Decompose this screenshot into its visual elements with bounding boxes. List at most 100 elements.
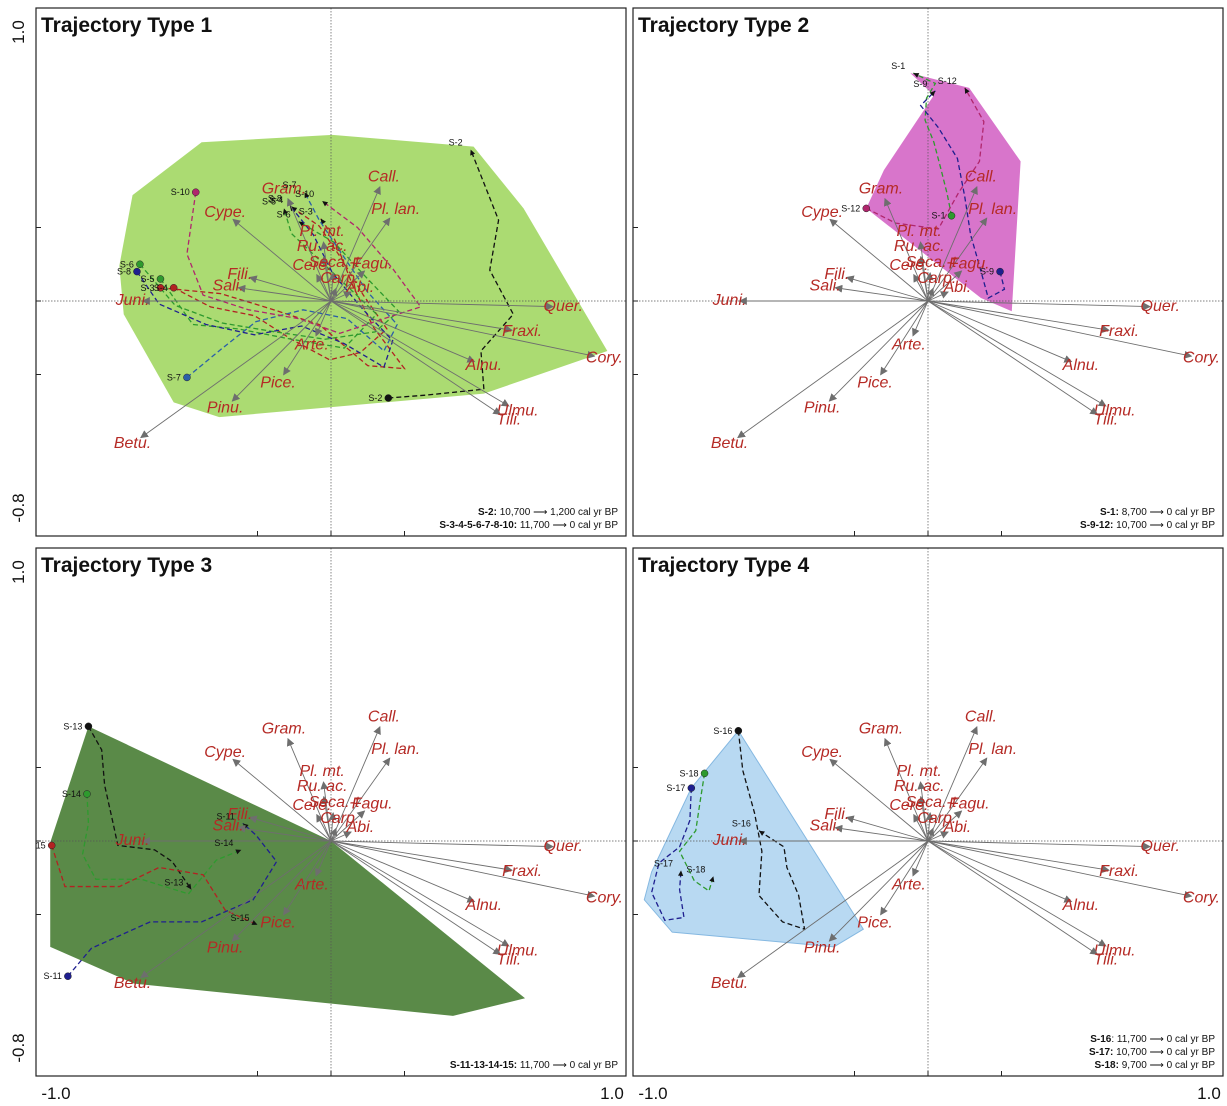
site-label-s-18: S-18 — [680, 768, 699, 778]
trajectory-hull — [643, 729, 865, 948]
panel-1: Gram. Call. Cype. Pl. lan. Pl. mt.Ru. ac.Sec… — [35, 7, 627, 537]
panel-3: Gram. Call. Cype. Pl. lan. Pl. mt.Ru. ac.Sec… — [35, 547, 627, 1077]
trajectory-s-16 — [737, 730, 806, 931]
variable-label-gram: Gram. — [262, 180, 306, 197]
variable-arrow-gram — [883, 197, 929, 302]
trajectory-end-arrow — [282, 208, 288, 215]
variable-label-fagu: Fagu. — [949, 795, 990, 812]
site-point-s-6 — [136, 260, 144, 268]
variable-label-quer: Quer. — [544, 838, 583, 855]
site-point-s-13 — [84, 722, 93, 731]
variable-label-abi: Abi. — [346, 819, 375, 836]
variable-label-seca-t: Seca.-t — [309, 254, 360, 271]
variable-arrow-cere — [316, 813, 332, 842]
variable-label-fili: Fili. — [824, 266, 849, 283]
variable-label-cype: Cype. — [801, 744, 843, 761]
variable-label-cype: Cype. — [204, 744, 246, 761]
variable-arrow-fili — [845, 815, 929, 842]
variable-label-call: Call. — [965, 709, 997, 726]
variable-label-cory: Cory. — [586, 350, 623, 367]
axis-tick-label: 1.0 — [9, 560, 28, 584]
site-point-s-4 — [169, 284, 178, 292]
trajectory-s-17 — [650, 788, 692, 922]
variable-label-arte: Arte. — [294, 336, 329, 353]
legend-note-range: 11,700 ⟶ 0 cal yr BP — [517, 520, 618, 531]
variable-arrow-fili — [248, 275, 332, 302]
variable-label-alnu: Alnu. — [465, 897, 502, 914]
site-label-s-9: S-9 — [980, 267, 994, 277]
variable-label-pl-mt: Pl. mt. — [897, 223, 942, 240]
site-point-s-1 — [947, 211, 956, 220]
panel-title: Trajectory Type 1 — [41, 14, 213, 37]
site-end-label-s-18: S-18 — [686, 864, 705, 874]
variable-label-fili: Fili. — [227, 266, 252, 283]
variable-arrow-ulmu — [330, 300, 510, 407]
variable-arrow-ulmu — [330, 840, 510, 947]
variable-label-fraxi: Fraxi. — [502, 323, 542, 340]
variable-label-carp: Carp. — [320, 270, 359, 287]
panel-title: Trajectory Type 2 — [638, 14, 809, 37]
variable-label-sali: Sali. — [213, 278, 244, 295]
site-point-s-10 — [192, 188, 200, 196]
variable-arrow-tili — [927, 300, 1099, 415]
variable-arrow-tili — [330, 300, 502, 415]
variable-arrow-tili — [927, 840, 1099, 955]
variable-label-pice: Pice. — [857, 915, 893, 932]
trajectory-s-2 — [388, 149, 515, 399]
variable-arrow-tili — [330, 840, 502, 955]
variable-arrow-sali — [237, 284, 332, 302]
variable-label-carp: Carp. — [917, 270, 956, 287]
variable-arrow-cory — [330, 840, 596, 899]
site-end-label-s-17: S-17 — [654, 858, 673, 868]
trajectory-end-arrow — [678, 870, 684, 876]
site-point-s-14 — [83, 790, 91, 798]
trajectory-hull — [866, 73, 1021, 312]
variable-label-juni: Juni. — [712, 292, 747, 309]
variable-label-juni: Juni. — [115, 292, 150, 309]
variable-label-fili: Fili. — [824, 806, 849, 823]
site-end-label-s-5: S-5 — [262, 196, 276, 206]
site-end-label-s-15: S-15 — [230, 913, 249, 923]
site-label-s-1: S-1 — [932, 211, 946, 221]
trajectory-s-18 — [678, 773, 715, 893]
variable-label-ulmu: Ulmu. — [1094, 942, 1136, 959]
variable-label-fili: Fili. — [227, 806, 252, 823]
variable-label-call: Call. — [965, 169, 997, 186]
variable-arrow-pl-lan — [927, 757, 988, 842]
site-end-label-s-11: S-11 — [216, 811, 234, 821]
variable-label-cere: Cere. — [889, 797, 928, 814]
trajectory-s-11 — [67, 822, 278, 977]
trajectory-hull — [119, 134, 608, 418]
variable-label-abi: Abi. — [943, 279, 972, 296]
panel-plot-area: Gram. Call. Cype. Pl. lan. Pl. mt.Ru. ac.Sec… — [36, 8, 626, 536]
variable-arrow-cory — [927, 300, 1193, 359]
variable-label-pl-mt: Pl. mt. — [897, 763, 942, 780]
legend-note-range: 9,700 ⟶ 0 cal yr BP — [1119, 1060, 1215, 1071]
trajectory-end-arrow — [322, 201, 329, 207]
site-end-label-s-14: S-14 — [214, 838, 233, 848]
panel-title: Trajectory Type 4 — [638, 554, 810, 577]
variable-label-pice: Pice. — [857, 375, 893, 392]
variable-arrow-ulmu — [927, 300, 1107, 407]
variable-label-carp: Carp. — [320, 810, 359, 827]
panels-layer: Gram.Call.Cype. Pl. lan.Pl. mt.Ru. ac.Sec… — [35, 7, 1224, 1077]
variable-label-pl-lan: Pl. lan. — [968, 741, 1017, 758]
panel-2: Gram. Call. Cype. Pl. lan. Pl. mt.Ru. ac.Sec… — [632, 7, 1224, 537]
variable-label-quer: Quer. — [1141, 838, 1180, 855]
variable-arrow-pice — [283, 300, 332, 376]
site-end-label-s-12: S-12 — [938, 76, 957, 86]
variable-arrow-quer — [330, 300, 554, 311]
site-label-s-7: S-7 — [167, 372, 181, 382]
variable-arrow-pl-lan — [330, 757, 391, 842]
variable-label-fraxi: Fraxi. — [1099, 323, 1139, 340]
variable-label-pl-mt: Pl. mt. — [300, 763, 345, 780]
variable-arrow-alnu — [330, 840, 476, 903]
site-end-label-s-6: S-6 — [277, 210, 291, 220]
legend-note-range: 10,700 ⟶ 0 cal yr BP — [1113, 1047, 1215, 1058]
variable-label-fagu: Fagu. — [949, 255, 990, 272]
variable-label-tili: Tili. — [496, 411, 521, 428]
variable-label-call: Call. — [368, 709, 400, 726]
variable-arrow-pice — [880, 300, 929, 376]
variable-arrow-pinu — [828, 840, 929, 942]
site-label-s-17: S-17 — [666, 783, 685, 793]
